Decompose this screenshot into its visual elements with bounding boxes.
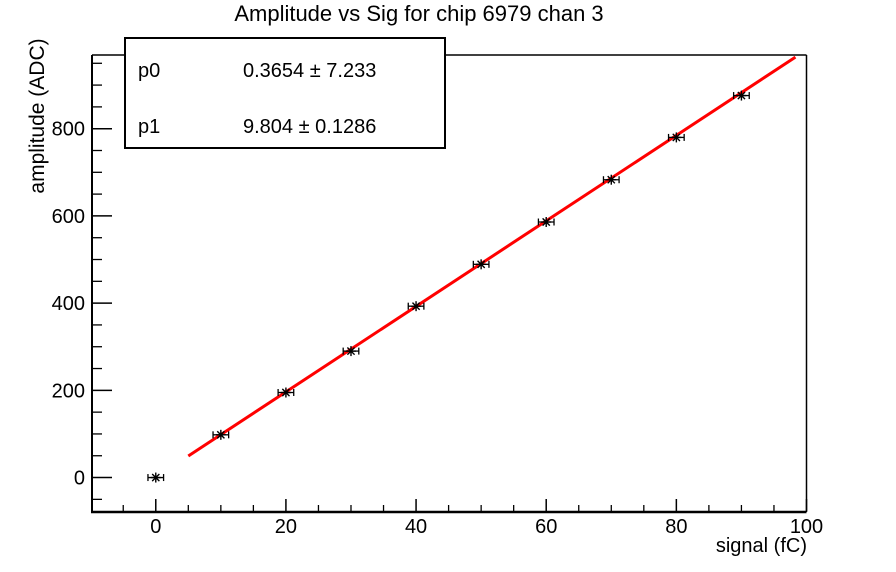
stats-param-name: p1 (138, 116, 161, 138)
data-point-marker (477, 260, 486, 269)
data-point-marker (346, 346, 356, 356)
x-tick-label: 40 (405, 516, 427, 538)
chart-title: Amplitude vs Sig for chip 6979 chan 3 (234, 1, 604, 26)
stats-param-value: 0.3654 ± 7.233 (243, 60, 377, 82)
x-tick-label: 80 (665, 516, 687, 538)
stats-param-value: 9.804 ± 0.1286 (243, 116, 377, 138)
data-point-marker (607, 175, 616, 184)
x-tick-label: 60 (535, 516, 557, 538)
y-tick-label: 600 (52, 206, 85, 228)
y-axis-title: amplitude (ADC) (26, 38, 49, 194)
data-point-marker (151, 473, 160, 482)
data-point-marker (672, 133, 681, 142)
y-tick-label: 0 (74, 468, 85, 490)
x-tick-label: 0 (150, 516, 161, 538)
stats-row-p1: p1 9.804 ± 0.1286 (126, 116, 444, 140)
stats-row-p0: p0 0.3654 ± 7.233 (126, 60, 444, 84)
data-point-marker (737, 91, 746, 100)
stats-param-name: p0 (138, 60, 161, 82)
data-point-marker (216, 430, 225, 439)
fit-stats-box: p0 0.3654 ± 7.233 p1 9.804 ± 0.1286 (124, 37, 446, 149)
y-tick-label: 400 (52, 293, 85, 315)
y-tick-label: 200 (52, 380, 85, 402)
y-tick-label: 800 (52, 119, 85, 141)
x-tick-label: 20 (275, 516, 297, 538)
data-point-marker (411, 302, 421, 311)
data-point-marker (542, 217, 551, 227)
x-tick-label: 100 (790, 516, 823, 538)
data-point-marker (281, 388, 291, 397)
x-axis-title: signal (fC) (715, 535, 807, 557)
